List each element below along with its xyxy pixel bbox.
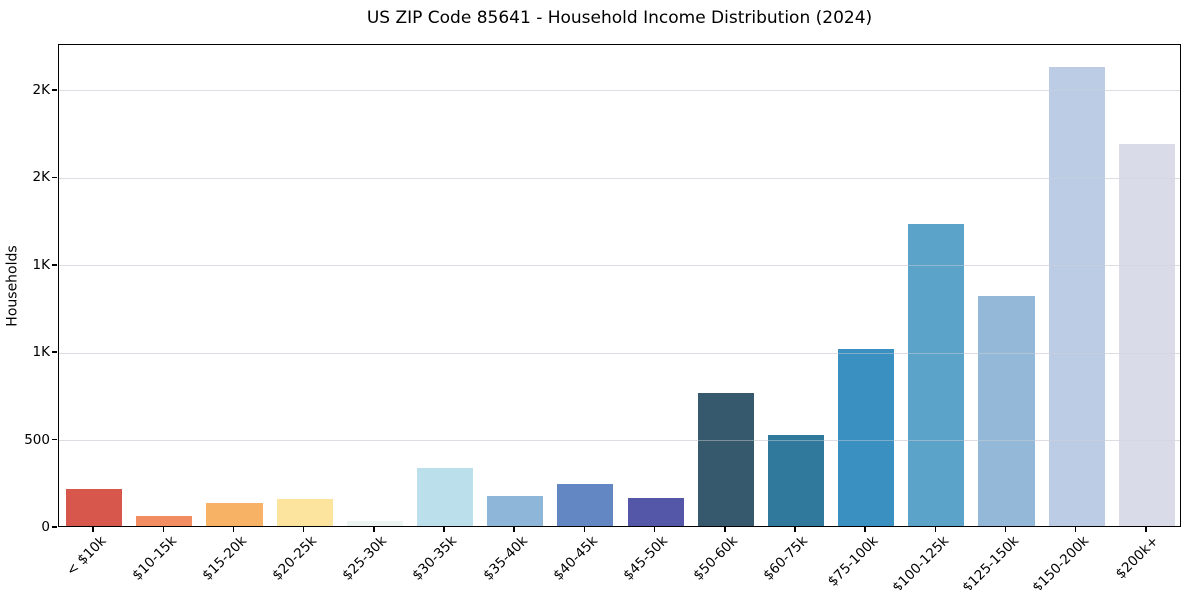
y-tick-label: 500	[24, 431, 50, 448]
bar-$40-45k	[557, 483, 614, 526]
y-tick-label: 1K	[32, 344, 50, 361]
x-tick-mark	[162, 527, 165, 532]
gridline	[59, 440, 1180, 442]
gridline-overlay	[59, 90, 1180, 92]
plot-area	[58, 44, 1181, 527]
x-tick-mark	[583, 527, 586, 532]
gridline-overlay	[59, 352, 1180, 354]
x-tick-mark	[864, 527, 866, 532]
x-tick-mark	[794, 527, 796, 532]
x-tick-mark	[232, 527, 235, 532]
y-tick-mark	[52, 89, 57, 91]
x-tick-label: $125-150k	[959, 533, 1022, 590]
y-tick-mark	[52, 438, 57, 441]
bar-$10-15k	[136, 515, 193, 526]
chart-title: US ZIP Code 85641 - Household Income Dis…	[366, 8, 873, 28]
y-axis-label-wrap: Households	[2, 44, 24, 527]
x-tick-mark	[1074, 527, 1077, 532]
x-tick-label: $50-60k	[690, 533, 742, 584]
gridline-overlay	[59, 440, 1180, 442]
gridline-overlay	[59, 265, 1180, 267]
x-tick-label: $15-20k	[199, 533, 250, 584]
bar-$60-75k	[767, 435, 825, 526]
bar-$30-35k	[416, 467, 474, 526]
x-tick-label: $150-200k	[1029, 533, 1093, 590]
gridline	[59, 265, 1180, 267]
gridline	[59, 177, 1180, 179]
x-tick-label: $30-35k	[409, 533, 461, 584]
bar-$100-125k	[908, 223, 965, 526]
bar-$25-30k	[346, 521, 403, 526]
y-tick-label: 2K	[32, 169, 50, 186]
x-tick-mark	[1145, 527, 1147, 532]
y-tick-label: 2K	[32, 81, 50, 98]
bar-< $10k	[66, 489, 123, 526]
bar-$150-200k	[1048, 66, 1105, 526]
gridline	[59, 352, 1180, 354]
x-tick-mark	[1004, 527, 1007, 532]
y-tick-mark	[52, 351, 57, 353]
gridline	[59, 90, 1180, 92]
x-tick-mark	[92, 527, 94, 532]
y-tick-mark	[52, 264, 57, 266]
x-tick-label: $45-50k	[620, 533, 671, 584]
y-tick-label: 1K	[32, 256, 50, 273]
x-tick-label: $40-45k	[550, 533, 601, 584]
gridline-overlay	[59, 177, 1180, 179]
bar-$200k+	[1118, 143, 1175, 526]
x-axis-labels: < $10k $10-15k $15-20k $20-25k $25-30k $30-35…	[0, 533, 1189, 590]
x-tick-label: $100-125k	[888, 533, 952, 590]
bar-$20-25k	[276, 499, 333, 526]
bar-$15-20k	[206, 502, 263, 526]
x-tick-mark	[724, 527, 726, 532]
y-tick-label: 0	[41, 519, 50, 535]
x-tick-mark	[513, 527, 515, 532]
y-tick-mark	[52, 526, 57, 528]
x-tick-mark	[443, 527, 445, 532]
x-tick-label: $60-75k	[760, 533, 812, 584]
x-tick-label: < $10k	[63, 533, 110, 580]
x-tick-mark	[653, 527, 656, 532]
bar-$75-100k	[838, 349, 895, 526]
bar-$45-50k	[627, 498, 684, 526]
x-tick-mark	[302, 527, 305, 532]
x-tick-label: $75-100k	[824, 533, 882, 590]
x-tick-label: $200k+	[1113, 533, 1163, 583]
x-tick-label: $35-40k	[479, 533, 531, 584]
bar-$35-40k	[487, 495, 544, 526]
bar-$125-150k	[978, 296, 1035, 526]
x-tick-mark	[934, 527, 937, 532]
y-tick-mark	[52, 176, 57, 179]
bar-$50-60k	[697, 393, 754, 526]
x-tick-label: $25-30k	[339, 533, 391, 584]
x-tick-label: $20-25k	[269, 533, 320, 584]
x-tick-mark	[373, 527, 375, 532]
x-tick-label: $10-15k	[128, 533, 180, 584]
